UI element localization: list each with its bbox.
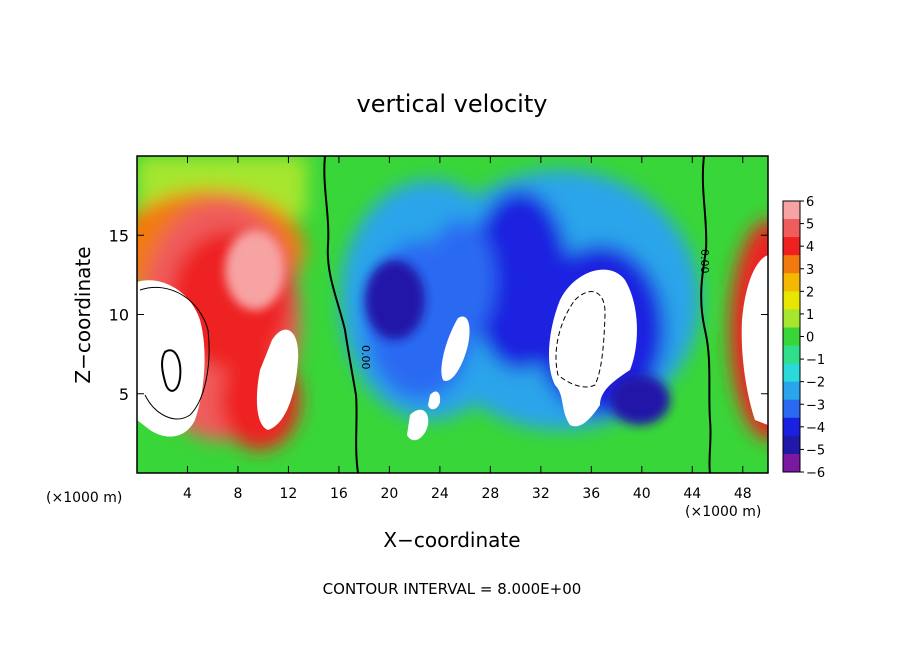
x-tick-label: 16 xyxy=(330,486,348,502)
colorbar-label: 0 xyxy=(806,331,814,346)
colorbar-swatch xyxy=(783,237,800,256)
zero-contour-left xyxy=(323,156,359,473)
colorbar-swatch xyxy=(783,381,800,401)
colorbar-label: 6 xyxy=(806,195,814,210)
negative-overflow-blob-small-a xyxy=(407,409,429,441)
x-tick-label: 12 xyxy=(280,486,298,502)
x-tick-label: 36 xyxy=(582,486,600,502)
colorbar-label: 5 xyxy=(806,218,814,233)
colorbar-swatch xyxy=(783,435,800,455)
colorbar-label: −4 xyxy=(806,421,825,436)
chart-title: vertical velocity xyxy=(357,90,548,118)
x-tick-label: 24 xyxy=(431,486,449,502)
colorbar-label: −3 xyxy=(806,398,825,413)
colorbar-swatch xyxy=(783,327,800,347)
positive-contour-left xyxy=(139,286,210,420)
heatmap-field xyxy=(137,156,768,473)
x-tick-label: 32 xyxy=(532,486,550,502)
colorbar-label: 4 xyxy=(806,240,814,255)
colorbar-label: −5 xyxy=(806,443,825,458)
colorbar-label: 1 xyxy=(806,308,814,323)
negative-overflow-blob-mid xyxy=(441,316,470,381)
positive-overflow-blob-left xyxy=(137,280,205,437)
colorbar-swatch xyxy=(783,453,800,473)
colorbar-label: −2 xyxy=(806,376,825,391)
colorbar: 6 5 4 3 2 1 0 −1 −2 −3 −4 −5 −6 xyxy=(782,195,825,481)
colorbar-swatch xyxy=(783,363,800,383)
colorbar-swatch xyxy=(783,255,800,274)
x-tick-label: 40 xyxy=(633,486,651,502)
x-tick-label: 48 xyxy=(734,486,752,502)
x-tick-label: 44 xyxy=(683,486,701,502)
positive-contour-inner xyxy=(161,349,182,392)
y-tick-label: 15 xyxy=(109,226,129,245)
positive-overflow-blob-right xyxy=(741,255,768,425)
x-tick-label: 8 xyxy=(233,486,242,502)
x-tick-label: 20 xyxy=(380,486,398,502)
x-unit-left: (×1000 m) xyxy=(46,490,122,506)
colorbar-swatch xyxy=(783,417,800,437)
colorbar-swatch xyxy=(783,309,800,328)
colorbar-label: 3 xyxy=(806,263,814,278)
colorbar-swatch xyxy=(783,345,800,365)
negative-contour-dashed xyxy=(555,291,606,388)
contour-label-left: 0.00 xyxy=(359,345,372,370)
zero-contour-right xyxy=(700,156,712,473)
y-tick-label: 10 xyxy=(109,306,129,325)
contour-label-right: 0.00 xyxy=(698,249,711,274)
y-axis-label: Z−coordinate xyxy=(71,246,95,383)
negative-overflow-blob-small-b xyxy=(428,391,441,410)
colorbar-label: 2 xyxy=(806,285,814,300)
colorbar-swatch xyxy=(783,201,800,220)
x-tick-label: 28 xyxy=(481,486,499,502)
y-tick-label: 5 xyxy=(119,385,129,404)
x-unit-right: (×1000 m) xyxy=(685,504,761,520)
colorbar-swatch xyxy=(783,273,800,292)
x-tick-label: 4 xyxy=(183,486,192,502)
contour-interval-note: CONTOUR INTERVAL = 8.000E+00 xyxy=(323,580,582,598)
colorbar-swatch xyxy=(783,291,800,310)
colorbar-swatch xyxy=(783,399,800,419)
positive-overflow-blob-center-left xyxy=(256,329,299,430)
colorbar-label: −6 xyxy=(806,466,825,481)
x-axis-label: X−coordinate xyxy=(383,528,520,552)
negative-overflow-blob-large xyxy=(548,269,637,427)
colorbar-swatch xyxy=(783,219,800,238)
colorbar-label: −1 xyxy=(806,353,825,368)
